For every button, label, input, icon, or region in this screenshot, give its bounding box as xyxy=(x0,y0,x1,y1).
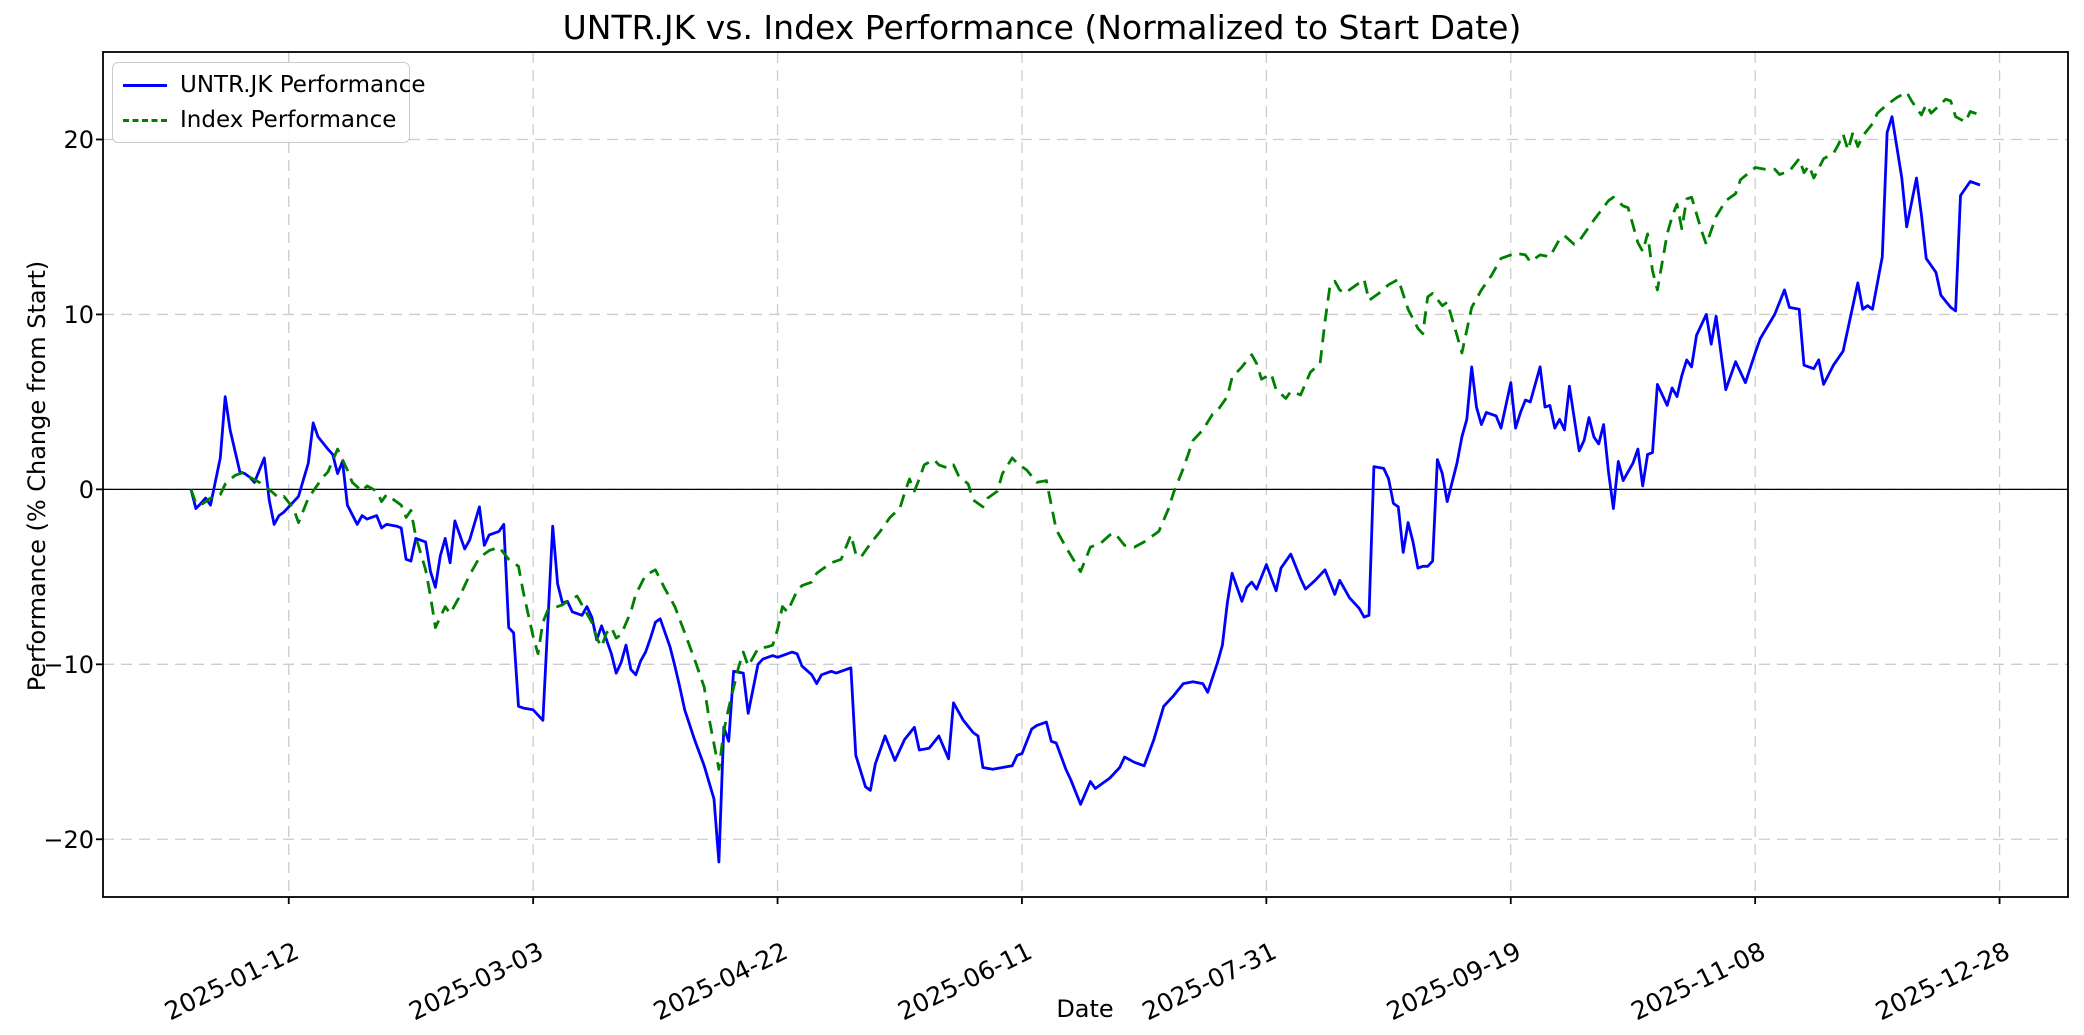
legend-label-index: Index Performance xyxy=(180,107,397,133)
x-axis-title: Date xyxy=(1056,995,1114,1023)
untr-series-line xyxy=(189,115,1981,864)
legend-label-untr: UNTR.JK Performance xyxy=(180,72,426,98)
y-tick-label: 20 xyxy=(63,126,94,154)
y-tick-label: 0 xyxy=(79,476,94,504)
index-series-line xyxy=(189,90,1981,771)
y-tick-label: −10 xyxy=(43,651,94,679)
y-axis-title: Performance (% Change from Start) xyxy=(23,260,51,692)
plot-border xyxy=(102,51,2069,898)
y-tick-label: −20 xyxy=(43,826,94,854)
index-line-sample-icon xyxy=(123,118,167,122)
y-tick-label: 10 xyxy=(63,301,94,329)
untr-line-sample-icon xyxy=(123,83,167,87)
legend-item-index: Index Performance xyxy=(123,107,397,133)
legend: UNTR.JK Performance Index Performance xyxy=(112,62,426,143)
legend-item-untr: UNTR.JK Performance xyxy=(123,72,426,98)
chart-title: UNTR.JK vs. Index Performance (Normalize… xyxy=(562,8,1522,47)
